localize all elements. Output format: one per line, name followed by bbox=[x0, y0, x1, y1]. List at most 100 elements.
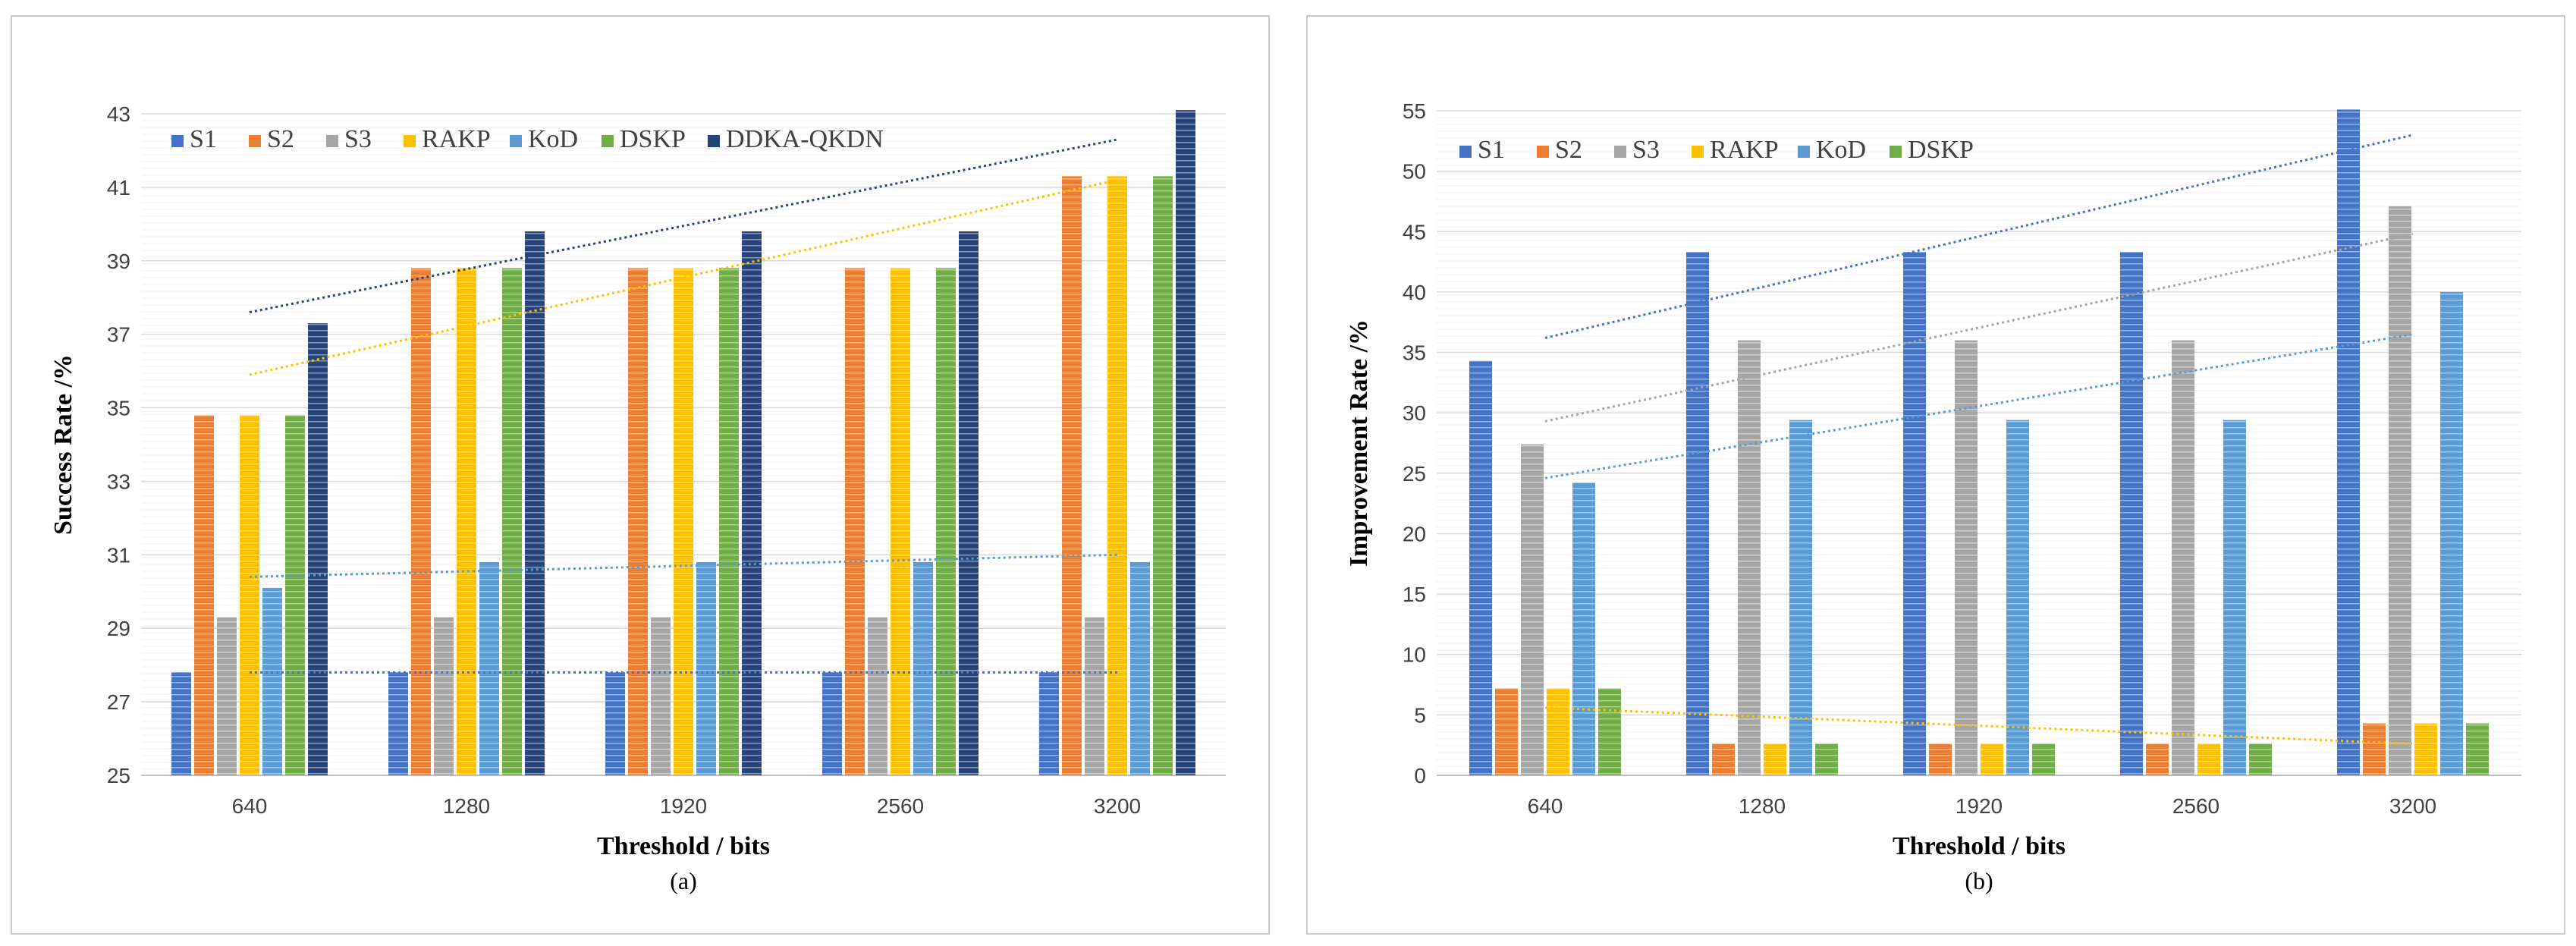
bar-s2-1280 bbox=[411, 268, 431, 775]
legend-label: S2 bbox=[1555, 136, 1582, 164]
y-tick-label: 35 bbox=[107, 397, 130, 420]
bar-dskp-1280 bbox=[502, 268, 522, 775]
trendline-kod bbox=[249, 553, 1118, 578]
bar-s1-1280 bbox=[388, 672, 408, 775]
legend: S1 S2 S3 RAKP KoD DSKP bbox=[1459, 136, 1974, 164]
bar-rakp-3200 bbox=[1107, 176, 1127, 775]
legend-swatch bbox=[249, 135, 261, 147]
legend-swatch bbox=[1459, 146, 1472, 158]
legend-swatch bbox=[510, 135, 522, 147]
x-tick-label: 3200 bbox=[2389, 794, 2436, 818]
bar-s3-640 bbox=[1521, 444, 1544, 775]
y-tick-label: 41 bbox=[107, 176, 130, 200]
bar-dskp-1280 bbox=[1815, 743, 1838, 775]
y-tick-label: 55 bbox=[1403, 99, 1426, 123]
bars bbox=[1469, 109, 2489, 776]
bar-rakp-2560 bbox=[891, 268, 910, 775]
legend-swatch bbox=[1890, 146, 1902, 158]
y-tick-label: 25 bbox=[1403, 462, 1426, 486]
x-axis-title: Threshold / bits bbox=[1893, 832, 2066, 860]
y-tick-label: 50 bbox=[1403, 160, 1426, 184]
bar-s3-2560 bbox=[2172, 340, 2194, 776]
legend-label: KoD bbox=[528, 125, 578, 153]
bar-s3-2560 bbox=[868, 617, 887, 775]
bar-s1-640 bbox=[1469, 360, 1492, 775]
y-axis-title: Improvement Rate /% bbox=[1345, 319, 1373, 567]
bar-dskp-3200 bbox=[1153, 176, 1173, 775]
x-tick-label: 640 bbox=[232, 794, 268, 818]
bar-s1-2560 bbox=[822, 672, 842, 775]
y-tick-label: 29 bbox=[107, 617, 130, 640]
bar-s1-3200 bbox=[1039, 672, 1059, 775]
x-tick-label: 3200 bbox=[1094, 794, 1141, 818]
y-tick-label: 27 bbox=[107, 690, 130, 714]
y-tick-label: 0 bbox=[1414, 764, 1426, 787]
bar-kod-1280 bbox=[479, 562, 499, 775]
bar-kod-3200 bbox=[1130, 562, 1150, 775]
bar-s1-3200 bbox=[2337, 109, 2360, 775]
bar-s2-3200 bbox=[1062, 176, 1082, 775]
y-tick-label: 33 bbox=[107, 470, 130, 493]
bar-rakp-1920 bbox=[1981, 743, 2003, 775]
x-tick-label: 1920 bbox=[1956, 794, 2003, 818]
bars bbox=[171, 110, 1195, 776]
legend-label: S1 bbox=[190, 125, 217, 153]
bar-s1-2560 bbox=[2120, 252, 2143, 775]
legend-label: DDKA-QKDN bbox=[726, 125, 884, 153]
legend-swatch bbox=[1798, 146, 1810, 158]
bar-ddka-qkdn-2560 bbox=[959, 231, 979, 775]
y-tick-label: 15 bbox=[1403, 583, 1426, 606]
chart-b-svg: 0 5 10 15 20 25 30 35 40 45 50 55 640 1280 1920 2560 320… bbox=[1345, 99, 2521, 894]
y-tick-label: 45 bbox=[1403, 220, 1426, 244]
y-tick-label: 10 bbox=[1403, 643, 1426, 667]
bar-s3-3200 bbox=[1085, 617, 1104, 775]
bar-kod-1280 bbox=[1789, 420, 1812, 775]
bar-dskp-640 bbox=[1598, 688, 1621, 775]
bar-dskp-2560 bbox=[936, 268, 956, 775]
bar-rakp-640 bbox=[1547, 688, 1569, 775]
bar-dskp-640 bbox=[285, 415, 305, 775]
legend-label: S1 bbox=[1478, 136, 1505, 164]
bar-rakp-3200 bbox=[2414, 723, 2437, 775]
bar-rakp-1280 bbox=[1764, 743, 1786, 775]
bar-s2-2560 bbox=[2146, 743, 2169, 775]
bar-s2-3200 bbox=[2363, 723, 2386, 775]
chart-caption: (a) bbox=[670, 867, 697, 894]
trendline-kod bbox=[1544, 333, 2414, 479]
legend-label: KoD bbox=[1816, 136, 1866, 164]
legend-swatch bbox=[404, 135, 416, 147]
bar-s2-1920 bbox=[1929, 743, 1952, 775]
bar-ddka-qkdn-3200 bbox=[1176, 110, 1195, 776]
bar-dskp-1920 bbox=[2032, 743, 2055, 775]
x-tick-label: 1280 bbox=[1739, 794, 1786, 818]
bar-s1-1920 bbox=[605, 672, 625, 775]
chart-a-svg: 25 27 29 31 33 35 37 39 41 43 640 1280 1920 2560 3200 S… bbox=[49, 102, 1226, 894]
bar-ddka-qkdn-1920 bbox=[742, 231, 762, 775]
bar-kod-2560 bbox=[913, 562, 933, 775]
legend-swatch bbox=[171, 135, 184, 147]
bar-s2-640 bbox=[1495, 688, 1518, 775]
bar-s3-1280 bbox=[1738, 340, 1761, 776]
legend: S1 S2 S3 RAKP KoD DSKP DDKA-QKDN bbox=[171, 125, 884, 153]
bar-s3-3200 bbox=[2389, 206, 2411, 775]
chart-caption: (b) bbox=[1965, 867, 1993, 894]
legend-swatch bbox=[602, 135, 614, 147]
bar-dskp-2560 bbox=[2249, 743, 2272, 775]
bar-kod-1920 bbox=[696, 562, 716, 775]
bar-rakp-1280 bbox=[457, 268, 476, 775]
trendline-s3 bbox=[1544, 232, 2414, 423]
bar-s2-1920 bbox=[628, 268, 648, 775]
y-tick-label: 40 bbox=[1403, 281, 1426, 304]
chart-panel-a: 25 27 29 31 33 35 37 39 41 43 640 1280 1920 2560 3200 S… bbox=[11, 15, 1270, 935]
bar-s2-640 bbox=[194, 415, 214, 775]
x-tick-label: 2560 bbox=[2172, 794, 2219, 818]
legend-label: RAKP bbox=[422, 125, 491, 153]
legend-swatch bbox=[1614, 146, 1626, 158]
bar-kod-640 bbox=[262, 587, 282, 775]
legend-swatch bbox=[326, 135, 338, 147]
y-axis-title: Success Rate /% bbox=[49, 354, 77, 535]
legend-swatch bbox=[1537, 146, 1549, 158]
y-tick-label: 5 bbox=[1414, 703, 1426, 727]
y-tick-label: 37 bbox=[107, 323, 130, 347]
bar-kod-1920 bbox=[2006, 420, 2029, 775]
